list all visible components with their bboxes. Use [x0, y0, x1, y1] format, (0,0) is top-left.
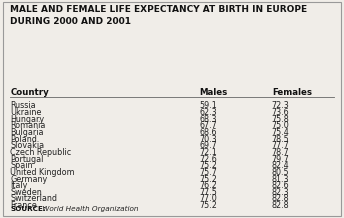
Text: 68.6: 68.6	[200, 128, 217, 137]
Text: France: France	[10, 201, 37, 210]
Text: Switzerland: Switzerland	[10, 194, 57, 203]
Text: MALE AND FEMALE LIFE EXPECTANCY AT BIRTH IN EUROPE
DURING 2000 AND 2001: MALE AND FEMALE LIFE EXPECTANCY AT BIRTH…	[10, 5, 308, 26]
Text: 80.5: 80.5	[272, 168, 289, 177]
Text: 67.7: 67.7	[200, 121, 217, 130]
Text: World Health Organization: World Health Organization	[40, 206, 138, 212]
Text: 72.1: 72.1	[200, 148, 217, 157]
Text: 75.8: 75.8	[272, 115, 290, 124]
Text: 78.5: 78.5	[272, 135, 290, 144]
Text: 76.2: 76.2	[200, 181, 217, 190]
Text: Romania: Romania	[10, 121, 46, 130]
Text: 73.6: 73.6	[272, 108, 289, 117]
Text: Czech Republic: Czech Republic	[10, 148, 72, 157]
Text: 75.2: 75.2	[200, 161, 217, 170]
Text: 82.4: 82.4	[272, 161, 289, 170]
Text: Bulgaria: Bulgaria	[10, 128, 44, 137]
Text: 59.1: 59.1	[200, 101, 217, 110]
Text: Portugal: Portugal	[10, 155, 44, 164]
Text: 69.7: 69.7	[200, 141, 217, 150]
Text: 77.5: 77.5	[200, 188, 217, 197]
Text: 77.0: 77.0	[200, 194, 217, 203]
Text: 72.3: 72.3	[272, 101, 290, 110]
Text: Germany: Germany	[10, 174, 47, 184]
Text: 62.3: 62.3	[200, 108, 217, 117]
Text: 77.7: 77.7	[272, 141, 290, 150]
Text: 75.2: 75.2	[200, 201, 217, 210]
Text: 75.4: 75.4	[272, 128, 290, 137]
Text: Spain: Spain	[10, 161, 33, 170]
Text: 75.7: 75.7	[200, 168, 217, 177]
Text: 75.0: 75.0	[272, 121, 290, 130]
Text: 82.8: 82.8	[272, 201, 289, 210]
Text: 82.8: 82.8	[272, 194, 289, 203]
Text: Ukraine: Ukraine	[10, 108, 42, 117]
Text: 82.6: 82.6	[272, 181, 289, 190]
Text: 79.7: 79.7	[272, 155, 290, 164]
Text: 82.3: 82.3	[272, 188, 289, 197]
Text: Country: Country	[10, 88, 49, 97]
Text: Poland: Poland	[10, 135, 37, 144]
Text: Russia: Russia	[10, 101, 36, 110]
Text: Sweden: Sweden	[10, 188, 42, 197]
Text: 68.3: 68.3	[200, 115, 217, 124]
Text: Males: Males	[200, 88, 228, 97]
Text: 70.3: 70.3	[200, 135, 217, 144]
Text: 72.6: 72.6	[200, 155, 217, 164]
Text: Italy: Italy	[10, 181, 28, 190]
Text: 78.7: 78.7	[272, 148, 290, 157]
Text: 75.2: 75.2	[200, 174, 217, 184]
Text: Females: Females	[272, 88, 312, 97]
Text: 81.3: 81.3	[272, 174, 289, 184]
Text: United Kingdom: United Kingdom	[10, 168, 75, 177]
Text: Slovakia: Slovakia	[10, 141, 44, 150]
Text: Hungary: Hungary	[10, 115, 44, 124]
Text: SOURCE:: SOURCE:	[10, 206, 46, 212]
